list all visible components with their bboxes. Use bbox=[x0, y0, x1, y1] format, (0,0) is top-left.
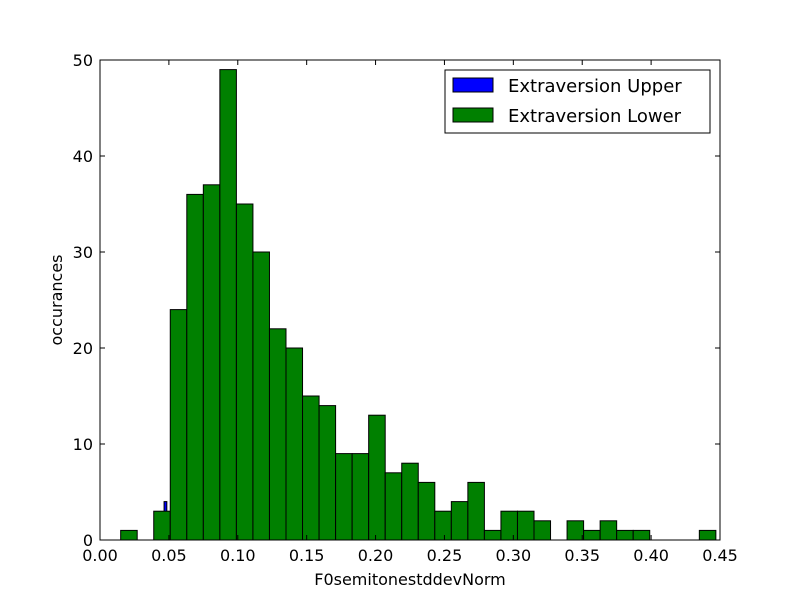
plot-frame bbox=[99, 59, 721, 541]
legend-label-extraversion-upper: Extraversion Upper bbox=[508, 76, 682, 97]
bar-extraversion-lower-25 bbox=[566, 520, 585, 541]
bar-extraversion-lower-23 bbox=[516, 510, 535, 541]
bar-extraversion-lower-20 bbox=[467, 481, 485, 541]
ticks-layer: 0.00 0.05 0.10 0.15 0.20 0.25 0.30 0.35 0.40 0.45… bbox=[73, 51, 738, 565]
bar-extraversion-lower-17 bbox=[417, 481, 436, 541]
legend: Extraversion Upper Extraversion Lower bbox=[444, 69, 711, 134]
bar-extraversion-lower-14 bbox=[368, 414, 386, 541]
bar-extraversion-lower-30 bbox=[698, 529, 717, 541]
bar-extraversion-lower-26 bbox=[583, 529, 601, 541]
bar-extraversion-lower-28 bbox=[616, 529, 634, 541]
bar-extraversion-lower-1 bbox=[153, 510, 171, 541]
legend-label-extraversion-lower: Extraversion Lower bbox=[508, 106, 682, 127]
legend-swatch-extraversion-lower bbox=[452, 107, 494, 123]
bar-extraversion-lower-15 bbox=[384, 472, 403, 541]
x-tick-label-0: 0.00 bbox=[82, 546, 118, 565]
legend-swatch-extraversion-upper bbox=[452, 77, 494, 93]
bar-extraversion-lower-19 bbox=[450, 501, 469, 541]
bar-extraversion-lower-12 bbox=[335, 453, 353, 541]
bar-extraversion-lower-0 bbox=[120, 529, 138, 541]
y-tick-label-1: 10 bbox=[73, 435, 93, 454]
bar-extraversion-lower-29 bbox=[632, 529, 651, 541]
bar-extraversion-lower-3 bbox=[186, 193, 204, 541]
bar-extraversion-lower-5 bbox=[219, 69, 237, 541]
x-tick-label-5: 0.25 bbox=[427, 546, 463, 565]
bar-extraversion-lower-4 bbox=[202, 184, 221, 541]
bar-extraversion-lower-2 bbox=[169, 309, 188, 541]
bars-layer bbox=[120, 69, 717, 541]
y-tick-label-0: 0 bbox=[83, 531, 93, 550]
bar-extraversion-lower-10 bbox=[302, 395, 320, 541]
bar-extraversion-lower-6 bbox=[235, 203, 254, 541]
y-axis-label: occurances bbox=[47, 254, 66, 345]
bar-extraversion-lower-9 bbox=[285, 347, 304, 541]
x-tick-label-2: 0.10 bbox=[220, 546, 256, 565]
x-tick-label-3: 0.15 bbox=[289, 546, 325, 565]
bar-extraversion-lower-16 bbox=[401, 462, 419, 541]
bar-extraversion-lower-13 bbox=[351, 453, 370, 541]
x-tick-label-6: 0.30 bbox=[496, 546, 532, 565]
bar-extraversion-lower-11 bbox=[318, 405, 337, 541]
bar-extraversion-lower-7 bbox=[252, 251, 270, 541]
y-tick-label-4: 40 bbox=[73, 147, 93, 166]
bar-extraversion-lower-22 bbox=[500, 510, 518, 541]
x-tick-label-4: 0.20 bbox=[358, 546, 394, 565]
x-tick-label-7: 0.35 bbox=[564, 546, 600, 565]
x-tick-label-8: 0.40 bbox=[633, 546, 669, 565]
y-tick-label-3: 30 bbox=[73, 243, 93, 262]
y-tick-label-5: 50 bbox=[73, 51, 93, 70]
bar-extraversion-lower-24 bbox=[533, 520, 552, 541]
bar-extraversion-lower-21 bbox=[483, 529, 502, 541]
bar-extraversion-lower-18 bbox=[434, 510, 452, 541]
x-tick-label-9: 0.45 bbox=[702, 546, 738, 565]
y-tick-label-2: 20 bbox=[73, 339, 93, 358]
bar-extraversion-lower-8 bbox=[268, 328, 287, 541]
bar-extraversion-lower-27 bbox=[599, 520, 618, 541]
x-axis-label: F0semitonestddevNorm bbox=[314, 570, 506, 589]
x-tick-label-1: 0.05 bbox=[151, 546, 187, 565]
